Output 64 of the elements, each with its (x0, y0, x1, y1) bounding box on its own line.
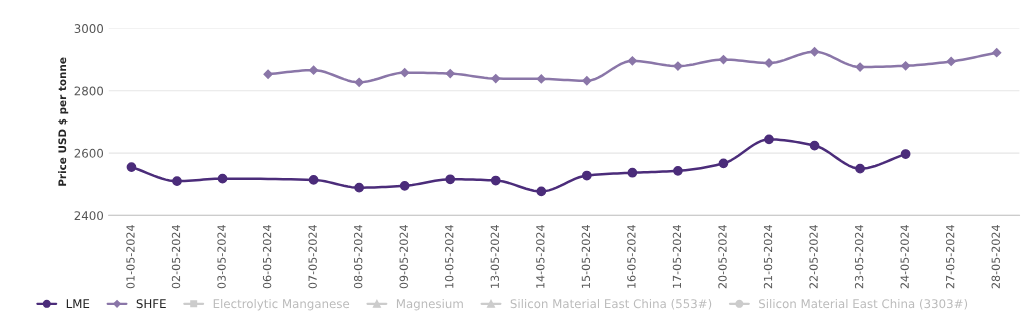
legend-label: Magnesium (396, 299, 463, 311)
y-tick-label: 2800 (74, 86, 104, 96)
point (308, 65, 319, 75)
point (581, 170, 592, 181)
legend-label: LME (66, 299, 90, 308)
point (718, 54, 729, 65)
x-tick-label: 01-05-2024 (126, 225, 135, 289)
y-tick-label: 2600 (74, 148, 104, 158)
legend-label: Silicon Material East China (3303#) (759, 299, 968, 310)
legend-label: Silicon Material East China (553#) (510, 299, 712, 310)
point (536, 186, 547, 197)
x-tick-label: 24-05-2024 (900, 225, 909, 289)
point (217, 173, 228, 184)
y-axis-title: Price USD $ per tonne (58, 57, 69, 186)
x-tick-label: 07-05-2024 (308, 225, 317, 289)
point (809, 140, 820, 151)
x-tick-label: 06-05-2024 (262, 225, 272, 289)
point (445, 174, 456, 185)
point (354, 182, 365, 193)
point (627, 167, 638, 178)
x-tick-label: 27-05-2024 (945, 225, 955, 289)
x-tick-label: 21-05-2024 (763, 225, 773, 289)
point (855, 163, 865, 174)
x-tick-label: 03-05-2024 (217, 225, 226, 289)
point (901, 61, 911, 71)
point (673, 61, 683, 71)
y-tick-label: 2400 (74, 211, 104, 221)
x-tick-label: 08-05-2024 (353, 225, 363, 289)
x-tick-label: 13-05-2024 (490, 225, 499, 288)
point (491, 73, 501, 84)
x-tick-label: 17-05-2024 (672, 225, 682, 288)
y-tick-label: 3000 (74, 24, 104, 34)
point (582, 76, 592, 86)
x-tick-label: 10-05-2024 (445, 225, 454, 288)
x-tick-label: 22-05-2024 (809, 225, 818, 289)
point (172, 176, 182, 187)
x-tick-label: 16-05-2024 (627, 225, 636, 288)
x-tick-label: 15-05-2024 (581, 225, 591, 288)
point (126, 162, 137, 172)
point (490, 175, 501, 186)
point (718, 158, 729, 169)
point (809, 47, 820, 57)
point (400, 68, 410, 78)
point (992, 48, 1002, 58)
point (399, 180, 410, 191)
x-tick-label: 14-05-2024 (536, 225, 545, 288)
x-tick-label: 20-05-2024 (718, 225, 727, 289)
x-tick-label: 28-05-2024 (991, 225, 1000, 289)
point (536, 74, 546, 84)
point (764, 134, 774, 145)
point (263, 69, 273, 79)
legend-label: Electrolytic Manganese (213, 299, 350, 311)
point (627, 56, 638, 66)
point (946, 56, 956, 67)
point (308, 175, 319, 185)
x-tick-label: 02-05-2024 (171, 225, 181, 289)
point (354, 77, 364, 87)
point (855, 62, 865, 72)
x-tick-label: 09-05-2024 (399, 225, 408, 289)
point (445, 68, 455, 79)
point (900, 149, 911, 159)
legend-label: SHFE (136, 299, 166, 309)
x-tick-label: 23-05-2024 (854, 225, 864, 289)
point (673, 165, 683, 176)
